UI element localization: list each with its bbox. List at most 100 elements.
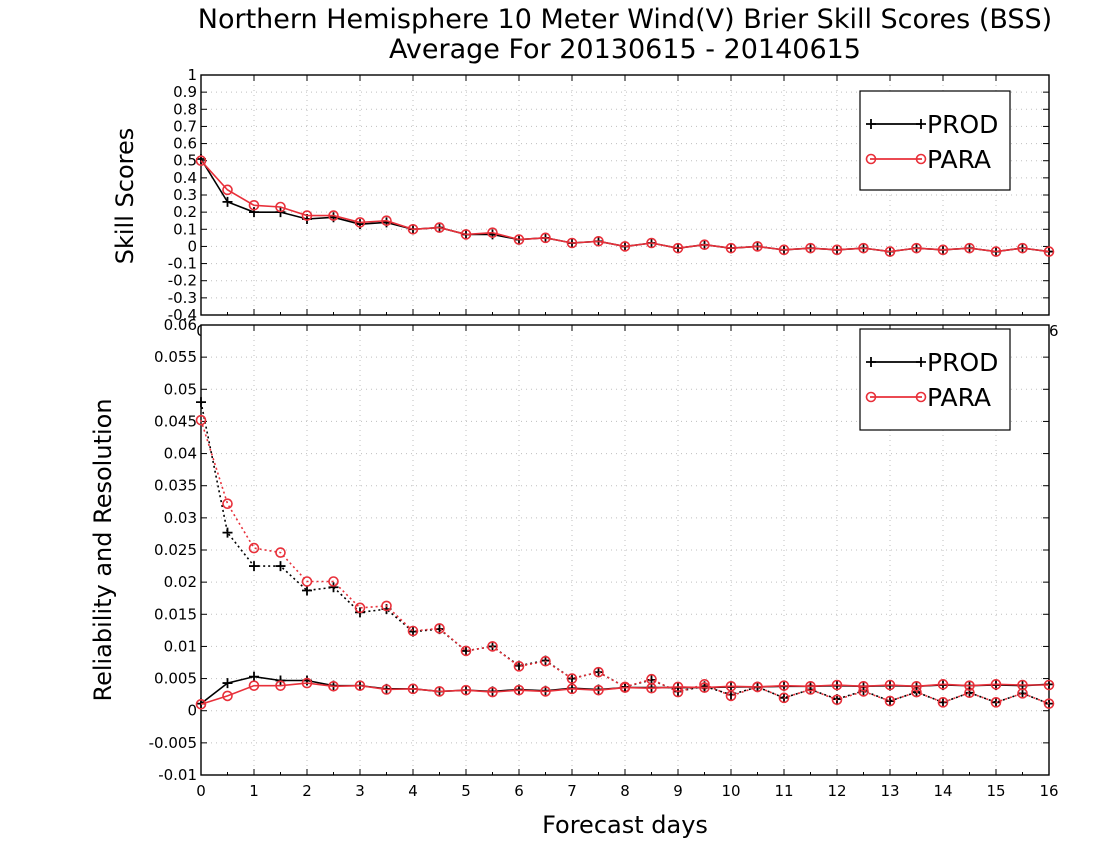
chart-title: Northern Hemisphere 10 Meter Wind(V) Bri… xyxy=(198,4,1052,35)
data-point xyxy=(725,242,737,254)
data-point xyxy=(381,684,392,695)
data-point xyxy=(328,582,339,593)
data-point xyxy=(461,645,471,656)
x-tick-label: 3 xyxy=(355,782,365,800)
y-tick-label: 0.03 xyxy=(164,509,197,527)
y-tick-label: 0.4 xyxy=(173,169,197,187)
data-point xyxy=(222,690,233,702)
x-tick-label: 12 xyxy=(827,782,846,800)
x-tick-label: 9 xyxy=(673,782,683,800)
legend-marker xyxy=(866,357,876,367)
data-point xyxy=(831,244,843,256)
legend-box xyxy=(859,328,1011,431)
data-point xyxy=(249,561,259,572)
data-point xyxy=(487,227,498,239)
data-point xyxy=(699,682,710,693)
data-point xyxy=(407,625,419,637)
data-point xyxy=(275,201,286,213)
data-point xyxy=(407,683,419,695)
data-point xyxy=(195,698,207,710)
legend: PROD PARA xyxy=(859,328,1011,431)
y-tick-label: 0.055 xyxy=(154,348,197,366)
legend-marker xyxy=(916,119,926,129)
data-point xyxy=(248,199,260,211)
data-point xyxy=(990,246,1002,257)
y-tick-label: -0.3 xyxy=(168,289,197,307)
data-point xyxy=(249,671,259,682)
legend: PROD PARA xyxy=(859,90,1011,191)
data-point xyxy=(885,696,895,707)
data-point xyxy=(487,641,498,652)
data-point xyxy=(778,692,790,704)
data-point xyxy=(407,223,419,235)
data-point xyxy=(990,697,1002,708)
top-panel-ylabel: Skill Scores xyxy=(111,128,139,265)
data-point xyxy=(937,679,949,690)
data-point xyxy=(248,542,260,554)
legend-marker xyxy=(865,153,877,165)
data-point xyxy=(911,242,922,254)
data-point xyxy=(858,680,869,692)
y-tick-label: 0.8 xyxy=(173,100,197,118)
data-point xyxy=(513,684,525,696)
data-point xyxy=(672,242,684,254)
data-point xyxy=(222,527,233,538)
x-tick-label: 5 xyxy=(461,782,471,800)
legend-marker xyxy=(915,153,927,165)
data-point xyxy=(434,623,445,634)
data-point xyxy=(328,210,339,221)
data-point xyxy=(434,686,445,697)
bottom-panel-reliability-resolution: -0.01 -0.005 0 0.005 0.01 0.015 0.02 0.025 0.03 0… xyxy=(149,316,1059,800)
data-point xyxy=(222,196,233,207)
data-point xyxy=(566,237,578,249)
series-line xyxy=(200,160,1050,253)
x-tick-label: 14 xyxy=(933,782,952,800)
data-point xyxy=(248,680,260,691)
data-point xyxy=(778,244,790,256)
y-tick-label: 0.025 xyxy=(154,541,197,559)
y-tick-label: -0.2 xyxy=(168,272,197,290)
data-point xyxy=(540,686,551,697)
data-point xyxy=(328,576,339,587)
legend-label: PARA xyxy=(927,383,991,412)
x-tick-label: 16 xyxy=(1039,782,1058,800)
data-point xyxy=(593,684,604,696)
data-point xyxy=(646,237,657,249)
x-tick-label: 0 xyxy=(196,782,206,800)
legend-marker xyxy=(865,391,877,403)
y-tick-label: 0.06 xyxy=(164,316,197,334)
y-tick-label: 0.02 xyxy=(164,573,197,591)
data-point xyxy=(593,666,604,678)
data-point xyxy=(275,547,286,558)
y-tick-label: 0.015 xyxy=(154,605,197,623)
data-point xyxy=(513,661,525,672)
data-point xyxy=(460,229,472,240)
data-point xyxy=(381,215,392,227)
y-tick-label: 0.6 xyxy=(173,135,197,153)
y-tick-label: 0.7 xyxy=(173,117,197,135)
y-tick-label: 0 xyxy=(187,237,197,255)
y-tick-label: 0.04 xyxy=(164,445,197,463)
data-point xyxy=(964,242,975,254)
data-point xyxy=(725,680,737,692)
x-tick-label: 13 xyxy=(880,782,899,800)
y-tick-label: 0.005 xyxy=(154,670,197,688)
bottom-panel-ylabel: Reliability and Resolution xyxy=(89,398,117,701)
data-point xyxy=(752,681,763,693)
x-tick-label: 4 xyxy=(408,782,418,800)
legend-label: PARA xyxy=(927,145,991,174)
data-point xyxy=(858,242,869,254)
x-tick-label: 15 xyxy=(986,782,1005,800)
data-point xyxy=(911,680,922,692)
data-point xyxy=(540,655,551,667)
legend-label: PROD xyxy=(927,348,998,377)
legend-marker xyxy=(866,119,876,129)
series-line xyxy=(200,682,1049,706)
x-tick-label: 6 xyxy=(514,782,524,800)
data-point xyxy=(196,397,206,408)
y-tick-label: -0.005 xyxy=(149,734,197,752)
data-point xyxy=(301,576,313,587)
data-point xyxy=(1017,242,1028,254)
